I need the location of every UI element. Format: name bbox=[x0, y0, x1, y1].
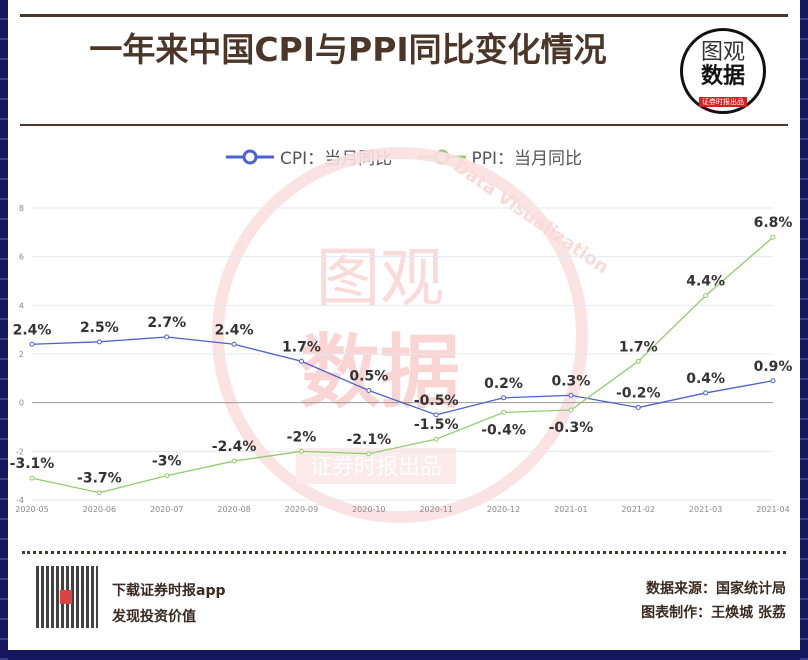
watermark-line1: 图观 bbox=[316, 242, 444, 316]
data-point bbox=[29, 475, 35, 481]
data-point bbox=[568, 407, 574, 413]
data-label: 0.3% bbox=[551, 373, 590, 389]
data-label: 1.7% bbox=[619, 339, 658, 355]
data-point bbox=[770, 378, 776, 384]
x-tick-label: 2020-06 bbox=[83, 505, 116, 514]
data-label: 2.4% bbox=[13, 322, 52, 338]
data-label: -2.1% bbox=[346, 432, 391, 448]
data-point bbox=[231, 458, 237, 464]
data-point bbox=[433, 436, 439, 442]
x-tick-label: 2020-07 bbox=[150, 505, 183, 514]
data-label: -0.4% bbox=[481, 422, 526, 438]
data-label: 2.5% bbox=[80, 320, 119, 336]
x-tick-label: 2020-09 bbox=[285, 505, 318, 514]
x-tick-label: 2020-05 bbox=[15, 505, 48, 514]
data-point bbox=[298, 358, 304, 364]
x-tick-label: 2020-08 bbox=[217, 505, 250, 514]
legend-ppi-label: PPI：当月同比 bbox=[471, 149, 583, 169]
x-tick-label: 2020-11 bbox=[419, 505, 452, 514]
x-tick-label: 2020-12 bbox=[487, 505, 520, 514]
watermark-ring bbox=[212, 147, 588, 523]
data-point bbox=[703, 390, 709, 396]
series-line-cpi bbox=[31, 336, 774, 416]
data-label: 0.4% bbox=[686, 371, 725, 387]
x-tick-label: 2021-03 bbox=[689, 505, 722, 514]
data-label: -0.2% bbox=[616, 386, 661, 402]
data-point bbox=[501, 409, 507, 415]
data-point bbox=[29, 341, 35, 347]
data-point bbox=[568, 392, 574, 398]
y-tick-label: 8 bbox=[19, 204, 24, 213]
poster-panel: 一年来中国CPI与PPI同比变化情况 图观 数据 证券时报出品 CPI：当月同比… bbox=[8, 0, 800, 650]
title-rule bbox=[20, 124, 788, 126]
data-label: -3.1% bbox=[10, 456, 55, 472]
x-tick-label: 2021-02 bbox=[622, 505, 655, 514]
data-label: -2% bbox=[287, 429, 317, 445]
y-tick-label: -2 bbox=[16, 447, 24, 456]
watermark-arc: Data Visualization bbox=[449, 155, 612, 278]
frame-left bbox=[0, 0, 8, 660]
qr-code[interactable] bbox=[36, 566, 98, 628]
page-title: 一年来中国CPI与PPI同比变化情况 bbox=[89, 30, 607, 69]
chart-credit: 图表制作：王焕城 张荔 bbox=[641, 605, 786, 621]
legend-cpi-icon bbox=[225, 149, 274, 164]
footer-divider bbox=[22, 551, 786, 554]
y-tick-label: 6 bbox=[19, 253, 24, 262]
data-label: -0.3% bbox=[549, 420, 594, 436]
x-tick-label: 2020-10 bbox=[352, 505, 385, 514]
watermark-tag-bg bbox=[296, 448, 456, 484]
logo-tag: 证券时报出品 bbox=[699, 97, 747, 107]
logo: 图观 数据 证券时报出品 bbox=[680, 28, 766, 114]
data-label: -2.4% bbox=[212, 439, 257, 455]
data-point bbox=[366, 388, 372, 393]
data-label: 0.5% bbox=[349, 369, 388, 385]
data-point bbox=[703, 293, 709, 299]
data-label: 1.7% bbox=[282, 339, 321, 355]
data-point bbox=[770, 234, 776, 240]
x-tick-label: 2021-04 bbox=[756, 505, 789, 514]
data-point bbox=[164, 334, 170, 340]
logo-line2: 数据 bbox=[700, 64, 745, 89]
y-tick-label: 2 bbox=[19, 350, 24, 359]
data-label: 2.4% bbox=[215, 322, 254, 338]
y-tick-label: 0 bbox=[19, 399, 24, 408]
y-tick-label: 4 bbox=[19, 301, 24, 310]
data-label: 0.2% bbox=[484, 376, 523, 392]
data-label: -0.5% bbox=[414, 393, 459, 409]
data-label: 2.7% bbox=[147, 315, 186, 331]
x-tick-label: 2021-01 bbox=[554, 505, 587, 514]
logo-line1: 图观 bbox=[700, 40, 745, 65]
frame-right bbox=[800, 0, 808, 660]
data-label: -1.5% bbox=[414, 417, 459, 433]
y-tick-label: -4 bbox=[16, 496, 24, 505]
data-point bbox=[433, 412, 439, 418]
data-point bbox=[96, 339, 102, 345]
data-point bbox=[501, 395, 507, 401]
series-line-ppi bbox=[31, 236, 774, 494]
app-line1: 下载证券时报app bbox=[112, 583, 226, 599]
data-point bbox=[635, 405, 641, 411]
data-point bbox=[298, 448, 304, 454]
data-point bbox=[96, 490, 102, 496]
top-rule bbox=[20, 14, 788, 17]
data-label: 4.4% bbox=[686, 274, 725, 290]
data-label: -3% bbox=[152, 454, 182, 470]
watermark-tag: 证券时报出品 bbox=[310, 455, 442, 480]
data-label: 0.9% bbox=[754, 359, 793, 375]
data-point bbox=[635, 358, 641, 364]
data-label: 6.8% bbox=[754, 215, 793, 231]
data-point bbox=[164, 473, 170, 479]
data-point bbox=[231, 341, 237, 347]
app-line2: 发现投资价值 bbox=[112, 609, 196, 625]
data-source: 数据来源：国家统计局 bbox=[646, 581, 786, 597]
data-point bbox=[366, 451, 372, 457]
data-label: -3.7% bbox=[77, 471, 122, 487]
